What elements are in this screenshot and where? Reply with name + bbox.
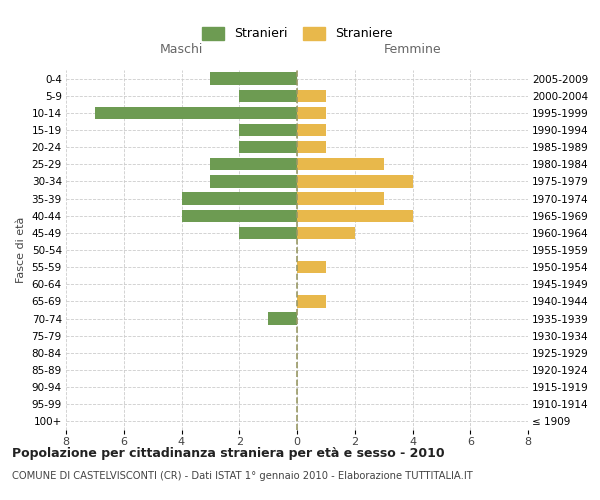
Bar [239, 226, 297, 239]
Bar [211, 72, 297, 85]
Bar [95, 106, 297, 119]
Bar [239, 141, 297, 154]
Bar [297, 176, 413, 188]
Bar [182, 192, 297, 204]
Bar [268, 312, 297, 324]
Bar [182, 210, 297, 222]
Y-axis label: Fasce di età: Fasce di età [16, 217, 26, 283]
Bar [297, 124, 326, 136]
Bar [297, 261, 326, 274]
Bar [211, 176, 297, 188]
Bar [297, 226, 355, 239]
Text: Maschi: Maschi [160, 44, 203, 57]
Bar [297, 90, 326, 102]
Legend: Stranieri, Straniere: Stranieri, Straniere [195, 20, 399, 46]
Bar [239, 124, 297, 136]
Bar [211, 158, 297, 170]
Bar [297, 158, 383, 170]
Bar [297, 106, 326, 119]
Bar [239, 90, 297, 102]
Bar [297, 210, 413, 222]
Bar [297, 296, 326, 308]
Text: Popolazione per cittadinanza straniera per età e sesso - 2010: Popolazione per cittadinanza straniera p… [12, 448, 445, 460]
Text: Femmine: Femmine [383, 44, 442, 57]
Text: COMUNE DI CASTELVISCONTI (CR) - Dati ISTAT 1° gennaio 2010 - Elaborazione TUTTIT: COMUNE DI CASTELVISCONTI (CR) - Dati IST… [12, 471, 473, 481]
Bar [297, 192, 383, 204]
Bar [297, 141, 326, 154]
